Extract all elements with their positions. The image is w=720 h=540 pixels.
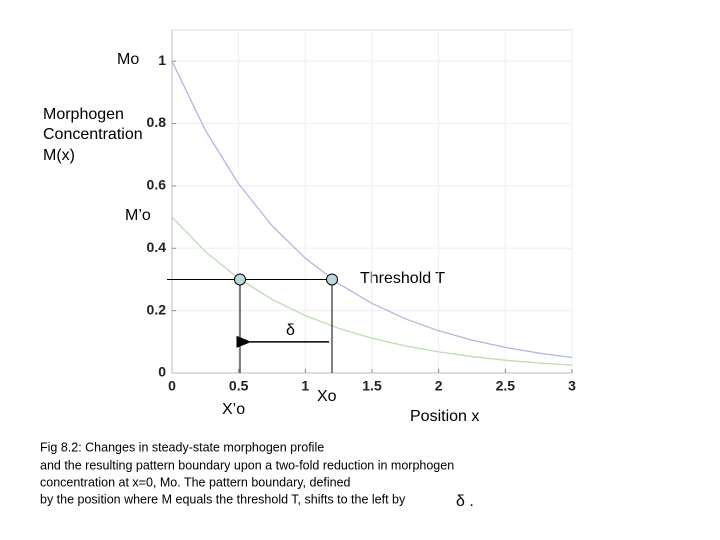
caption: Fig 8.2: Changes in steady-state morphog… xyxy=(40,440,324,454)
shift-label: δ xyxy=(286,322,295,339)
x-tick-label: 0.5 xyxy=(229,378,249,394)
caption: by the position where M equals the thres… xyxy=(40,492,406,506)
y-tick-label: 0 xyxy=(158,364,166,380)
y-tick-label: 0.4 xyxy=(147,239,167,255)
threshold-label: Threshold T xyxy=(360,270,445,287)
y-label: Morphogen xyxy=(43,106,124,123)
y-tick-label: 0.6 xyxy=(147,177,167,193)
mo-prime-label: M’o xyxy=(125,207,151,224)
curve xyxy=(171,60,573,359)
x-label: Position x xyxy=(410,408,479,425)
x-tick-label: 2.5 xyxy=(496,378,516,394)
crossing-marker xyxy=(326,273,338,286)
x-tick-label: 0 xyxy=(168,378,176,394)
x-tick-label: 1.5 xyxy=(362,378,382,394)
crossing-marker xyxy=(234,273,246,286)
caption: and the resulting pattern boundary upon … xyxy=(40,458,454,472)
caption-end: δ . xyxy=(456,493,474,510)
caption: concentration at x=0, Mo. The pattern bo… xyxy=(40,475,351,489)
y-tick-label: 1 xyxy=(158,52,166,68)
xo-label: Xo xyxy=(317,388,337,405)
y-label: M(x) xyxy=(43,147,75,164)
xo-prime-label: X’o xyxy=(222,401,245,418)
x-tick-label: 1 xyxy=(301,378,309,394)
x-tick-label: 3 xyxy=(568,378,576,394)
y-tick-label: 0.2 xyxy=(147,301,167,317)
y-tick-label: 0.8 xyxy=(147,114,167,130)
mo-label: Mo xyxy=(117,51,139,68)
x-tick-label: 2 xyxy=(435,378,443,394)
y-label: Concentration xyxy=(43,126,143,143)
